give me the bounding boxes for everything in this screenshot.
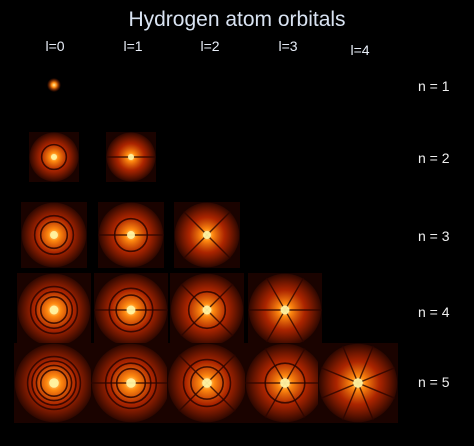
orbital-n5-l1 xyxy=(91,343,171,423)
row-label-n4: n = 4 xyxy=(418,304,450,320)
row-label-n1: n = 1 xyxy=(418,78,450,94)
row-label-n5: n = 5 xyxy=(418,374,450,390)
column-label-l1: l=1 xyxy=(123,38,143,54)
orbital-n5-l2 xyxy=(167,343,247,423)
row-label-n3: n = 3 xyxy=(418,228,450,244)
column-label-l2: l=2 xyxy=(200,38,220,54)
orbital-n1-l0 xyxy=(47,78,61,92)
column-label-l4: l=4 xyxy=(350,42,370,58)
orbital-n3-l0 xyxy=(21,202,87,268)
orbital-n3-l2 xyxy=(174,202,240,268)
orbital-n5-l4 xyxy=(318,343,398,423)
row-label-n2: n = 2 xyxy=(418,150,450,166)
orbital-n5-l3 xyxy=(245,343,325,423)
orbital-n4-l3 xyxy=(248,273,322,347)
orbital-n4-l0 xyxy=(17,273,91,347)
orbital-n4-l1 xyxy=(94,273,168,347)
column-label-l0: l=0 xyxy=(45,38,65,54)
orbital-n3-l1 xyxy=(98,202,164,268)
figure-title: Hydrogen atom orbitals xyxy=(128,8,346,31)
orbital-n2-l1 xyxy=(106,132,156,182)
orbital-n2-l0 xyxy=(29,132,79,182)
orbital-n4-l2 xyxy=(170,273,244,347)
column-label-l3: l=3 xyxy=(278,38,298,54)
orbital-n5-l0 xyxy=(14,343,94,423)
